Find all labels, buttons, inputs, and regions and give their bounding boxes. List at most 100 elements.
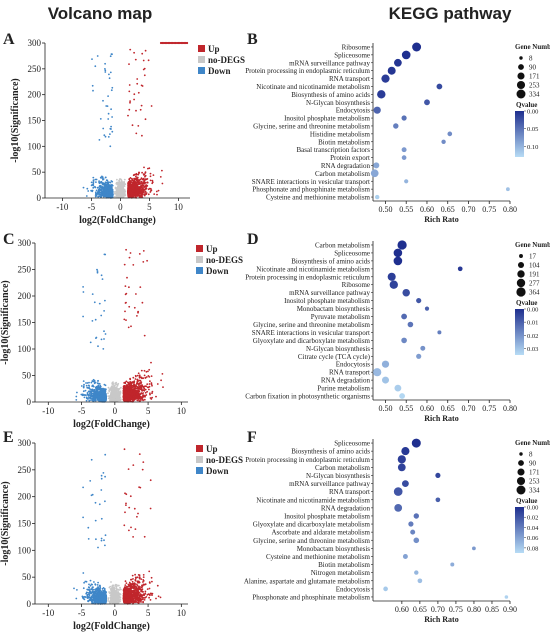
q-legend-label: 0.10: [527, 144, 538, 151]
legend-swatch: [196, 245, 203, 252]
pathway-dot: [377, 90, 386, 99]
pathway-dot: [393, 123, 399, 129]
point-up: [143, 182, 146, 185]
pathway-label: Glycine, serine and threonine metabolism: [253, 321, 370, 329]
pathway-label: Carbon metabolism: [315, 241, 371, 249]
point-up: [125, 391, 128, 393]
q-legend-label: 0.05: [527, 126, 538, 133]
point-up-capped: [186, 41, 189, 45]
point-up: [149, 179, 152, 182]
point-up: [146, 181, 149, 184]
point-up: [134, 58, 137, 61]
point-up: [128, 90, 131, 93]
x-tick-label: 0.55: [399, 404, 413, 413]
point-up: [143, 174, 145, 176]
point-down: [109, 145, 112, 148]
size-legend-dot: [516, 80, 526, 90]
point-down: [92, 179, 95, 182]
size-legend-label: 90: [529, 64, 537, 72]
point-down: [102, 348, 105, 350]
point-down: [93, 397, 96, 400]
point-down: [102, 127, 105, 130]
size-legend-dot: [517, 72, 525, 80]
pathway-dot: [401, 50, 411, 60]
point-up: [139, 395, 142, 398]
size-legend-label: 253: [529, 82, 540, 90]
point-down: [83, 396, 86, 399]
point-up: [128, 305, 131, 308]
point-up: [162, 386, 164, 388]
pathway-dot: [375, 194, 380, 200]
point-down: [103, 192, 106, 194]
size-legend-dot: [516, 287, 526, 297]
point-up: [132, 395, 135, 398]
point-up: [148, 368, 151, 371]
point-down: [106, 193, 109, 196]
point-up: [141, 183, 144, 185]
point-up: [133, 306, 136, 309]
point-down: [104, 68, 106, 70]
point-down: [102, 394, 104, 396]
point-up: [132, 376, 135, 379]
point-up: [139, 186, 142, 188]
point-up: [127, 387, 130, 390]
point-down: [95, 336, 98, 339]
point-nodeg: [116, 183, 119, 186]
point-up: [147, 167, 149, 170]
point-down: [104, 394, 107, 396]
point-nodeg: [115, 398, 118, 401]
pathway-label: Endocytosis: [336, 361, 370, 369]
y-tick-label: 100: [18, 344, 32, 354]
point-down: [94, 381, 97, 384]
point-nodeg: [115, 188, 118, 191]
legend-swatch: [196, 256, 203, 263]
point-up: [142, 187, 144, 190]
point-nodeg: [109, 388, 112, 391]
pathway-label: RNA transport: [329, 75, 370, 83]
point-nodeg: [109, 395, 112, 398]
point-down: [102, 188, 105, 191]
y-tick-label: 150: [18, 318, 32, 328]
point-up: [148, 167, 151, 170]
point-up: [133, 380, 136, 383]
point-up: [137, 396, 139, 399]
point-down: [110, 188, 113, 191]
size-legend-dot: [516, 89, 526, 99]
point-up: [138, 375, 141, 377]
x-tick-label: 0.55: [399, 205, 413, 214]
point-down: [101, 183, 104, 185]
point-down: [95, 178, 98, 181]
y-tick-label: 200: [18, 291, 32, 301]
point-up: [153, 193, 156, 196]
pathway-label: mRNA surveillance pathway: [289, 59, 370, 67]
point-up: [135, 132, 138, 135]
point-up: [128, 187, 131, 190]
point-up: [127, 114, 129, 117]
point-down: [92, 187, 95, 189]
y-tick-label: 300: [28, 38, 42, 48]
point-up: [123, 318, 126, 321]
point-down: [93, 379, 96, 382]
point-nodeg: [120, 194, 123, 197]
point-up: [140, 182, 143, 185]
point-down: [111, 86, 114, 89]
size-legend-label: 191: [529, 271, 540, 279]
point-down: [92, 396, 95, 398]
point-nodeg: [115, 588, 118, 591]
legend-label: no-DEGS: [208, 55, 245, 65]
panel-letter-c: C: [3, 231, 15, 248]
point-up: [155, 395, 157, 398]
x-tick-label: 0.80: [503, 404, 517, 413]
point-up: [125, 319, 127, 321]
point-down: [104, 188, 107, 191]
point-up: [149, 187, 152, 190]
point-up: [142, 394, 145, 397]
point-up: [140, 381, 143, 383]
point-up: [145, 187, 148, 190]
point-up: [129, 192, 131, 195]
pathway-label: Ribosome: [342, 43, 370, 51]
point-nodeg: [114, 391, 117, 394]
point-nodeg: [107, 386, 110, 389]
point-nodeg: [118, 396, 120, 399]
